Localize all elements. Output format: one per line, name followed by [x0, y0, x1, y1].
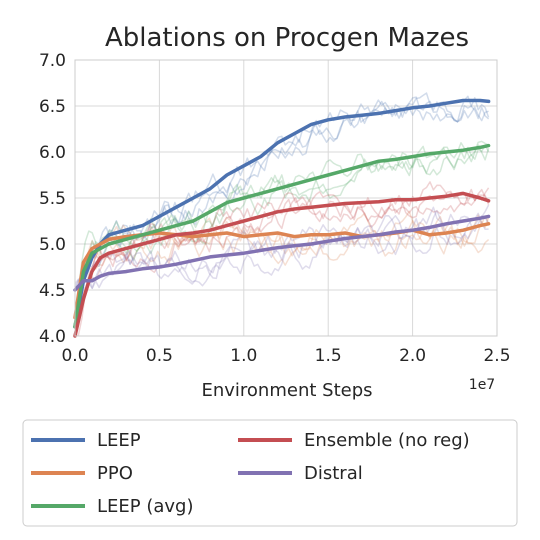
series-2-seed-trace-0 [74, 140, 489, 320]
plot-area: 0.0 0.5 1.0 1.5 2.0 2.5 4.0 4.5 5.0 5.5 6.0 6.5 7.0 [39, 51, 511, 366]
y-tick-label-3: 5.5 [39, 189, 66, 209]
series-4-seed-trace-2 [74, 204, 490, 290]
x-tick-label-0: 0.0 [61, 346, 88, 366]
series-line-3 [73, 191, 491, 338]
plot-frame [74, 59, 498, 337]
series-3-seed-trace-0 [74, 188, 490, 334]
y-tick-label-6: 7.0 [39, 51, 66, 71]
x-tick-label-5: 2.5 [483, 346, 510, 366]
x-axis-exponent: 1e7 [469, 377, 495, 393]
legend: LEEP PPO LEEP (avg) Ensemble (no reg) Distra… [22, 419, 518, 527]
series-line-1 [73, 222, 491, 320]
series-4-seed-trace-0 [74, 212, 489, 292]
legend-label-3: Ensemble (no reg) [304, 430, 470, 451]
legend-label-4: Distral [304, 463, 363, 484]
series-line-2 [73, 143, 491, 329]
y-tick-label-4: 6.0 [39, 143, 66, 163]
x-tick-label-4: 2.0 [399, 346, 426, 366]
legend-label-0: LEEP [97, 430, 141, 451]
y-tick-label-0: 4.0 [39, 327, 66, 347]
y-tick-label-1: 4.5 [39, 281, 66, 301]
y-tick-label-5: 6.5 [39, 97, 66, 117]
x-tick-label-2: 1.0 [230, 346, 257, 366]
series-line-0 [73, 98, 491, 329]
series-1-seed-trace-1 [74, 214, 490, 324]
series-1-seed-trace-0 [74, 217, 490, 327]
legend-label-1: PPO [97, 463, 133, 484]
x-axis-label: Environment Steps [201, 380, 372, 401]
chart-title: Ablations on Procgen Mazes [105, 23, 469, 53]
y-tick-label-2: 5.0 [39, 235, 66, 255]
x-tick-label-1: 0.5 [146, 346, 173, 366]
series-line-4 [73, 214, 491, 292]
x-tick-label-3: 1.5 [315, 346, 342, 366]
legend-label-2: LEEP (avg) [97, 496, 194, 517]
series-3-seed-trace-1 [74, 190, 490, 330]
